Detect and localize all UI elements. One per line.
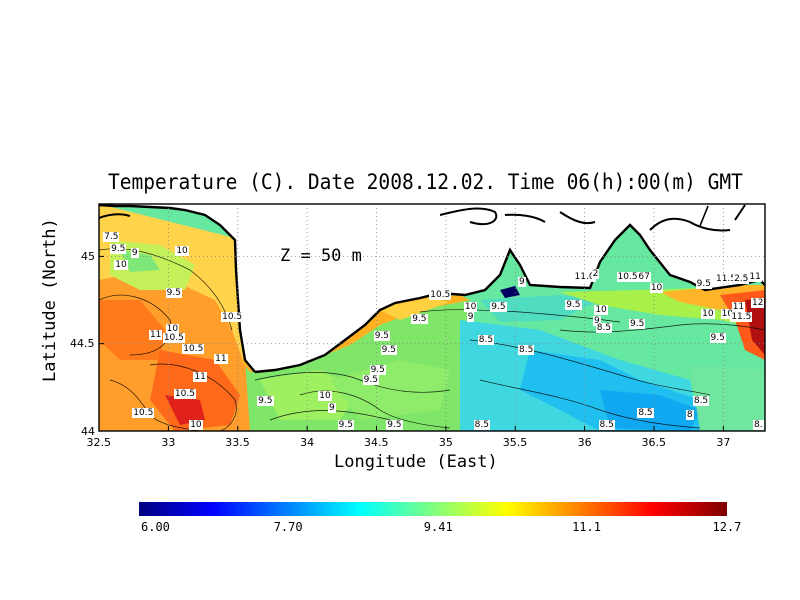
contour-label: 9.5 bbox=[373, 331, 391, 342]
y-axis-label: Latitude (North) bbox=[40, 218, 60, 382]
y-tick-label: 44.5 bbox=[70, 337, 95, 351]
x-tick-label: 32.5 bbox=[86, 436, 112, 449]
contour-label: 9.5 bbox=[565, 300, 582, 311]
contour-label: 9.5 bbox=[337, 420, 354, 430]
contour-label: 10 bbox=[318, 390, 332, 401]
contour-label: 10.5 bbox=[162, 333, 185, 344]
contour-label: 8.5 bbox=[518, 345, 535, 356]
contour-label: 8.5 bbox=[598, 420, 615, 430]
contour-label: 12 bbox=[751, 298, 765, 309]
contour-label: 10 bbox=[189, 420, 203, 430]
plot-frame bbox=[98, 203, 766, 432]
contour-label: 11 bbox=[731, 301, 746, 312]
contour-label: 8.5 bbox=[637, 408, 654, 419]
contour-label: 9.5 bbox=[380, 345, 397, 356]
contour-label: 10.5 bbox=[173, 389, 196, 400]
y-tick-label: 45 bbox=[81, 249, 95, 263]
x-tick-label: 35 bbox=[438, 436, 453, 449]
colorbar-tick-label: 12.7 bbox=[712, 520, 742, 534]
x-tick-label: 35.5 bbox=[502, 436, 528, 449]
contour-label: 11.5 bbox=[715, 273, 738, 284]
contour-label: 9.5 bbox=[490, 301, 507, 312]
contour-label: 11 bbox=[748, 272, 762, 283]
contour-label: 11.0 bbox=[573, 272, 596, 283]
contour-label: 9.5 bbox=[165, 287, 182, 298]
x-tick-label: 36 bbox=[577, 436, 592, 449]
contour-label: 10.5 bbox=[221, 312, 244, 323]
contour-label: 9.5 bbox=[110, 244, 127, 255]
contour-label: 10.5 bbox=[132, 408, 155, 419]
x-tick-label: 33 bbox=[161, 436, 176, 449]
x-tick-label: 34 bbox=[300, 436, 315, 449]
contour-label: 9.5 bbox=[411, 314, 428, 324]
contour-label: 10 bbox=[175, 245, 189, 256]
contour-label: 8.5 bbox=[473, 420, 490, 430]
contour-label: 7.5 bbox=[103, 231, 120, 242]
contour-label: 10 bbox=[463, 301, 478, 312]
contour-label: 9.5 bbox=[629, 319, 646, 330]
x-tick-label: 37 bbox=[716, 436, 731, 449]
contour-label: 8.5 bbox=[477, 334, 495, 345]
contour-label: 11 bbox=[214, 354, 228, 365]
contour-label: 9 bbox=[466, 312, 475, 323]
contour-label: 8 bbox=[685, 410, 694, 421]
contour-label: 9.5 bbox=[257, 396, 274, 407]
contour-label: 2 bbox=[591, 268, 600, 279]
contour-label: 9 bbox=[327, 403, 336, 414]
contour-label: 9 bbox=[518, 277, 526, 288]
chart-title: Temperature (C). Date 2008.12.02. Time 0… bbox=[108, 170, 743, 194]
contour-label: 9 bbox=[130, 247, 139, 258]
contour-label: 67 bbox=[637, 272, 651, 283]
colorbar-tick-label: 7.70 bbox=[273, 520, 303, 534]
contour-label: 8. bbox=[753, 420, 764, 430]
contour-label: 10 bbox=[594, 305, 608, 316]
contour-label: 2.5 bbox=[733, 273, 750, 284]
contour-label: 8.5 bbox=[595, 322, 613, 333]
contour-label: 11 bbox=[193, 371, 207, 382]
contour-label: 8.5 bbox=[692, 396, 710, 407]
contour-label: 9.5 bbox=[709, 333, 726, 344]
contour-label: 9.5 bbox=[695, 279, 712, 290]
contour-label: 10 bbox=[165, 324, 180, 335]
x-tick-label: 36.5 bbox=[641, 436, 667, 449]
contour-label: 10 bbox=[649, 282, 664, 293]
depth-annotation: Z = 50 m bbox=[280, 246, 362, 266]
contour-label: 10 bbox=[114, 259, 128, 270]
contour-label: 11 bbox=[148, 329, 163, 340]
contour-label: 9 bbox=[592, 315, 601, 326]
contour-label: 9.5 bbox=[386, 420, 403, 430]
colorbar bbox=[139, 502, 727, 516]
contour-label: 11.5 bbox=[730, 312, 753, 323]
y-tick-label: 44 bbox=[81, 424, 95, 438]
contour-label: 10.5 bbox=[182, 343, 205, 354]
contour-label: 9.5 bbox=[369, 364, 386, 375]
x-tick-label: 33.5 bbox=[225, 436, 250, 449]
contour-label: 10 bbox=[701, 308, 715, 319]
colorbar-tick-label: 11.1 bbox=[572, 520, 601, 534]
contour-label: 10 bbox=[720, 308, 735, 319]
contour-label: 9.5 bbox=[362, 375, 379, 386]
contour-label: 10.5 bbox=[616, 272, 639, 283]
colorbar-tick-label: 9.41 bbox=[423, 520, 453, 534]
colorbar-tick-label: 6.00 bbox=[141, 520, 170, 534]
x-axis-label: Longitude (East) bbox=[334, 452, 498, 472]
land-mask bbox=[98, 203, 766, 374]
x-tick-label: 34.5 bbox=[364, 436, 389, 449]
contour-label: 10.5 bbox=[429, 289, 452, 300]
